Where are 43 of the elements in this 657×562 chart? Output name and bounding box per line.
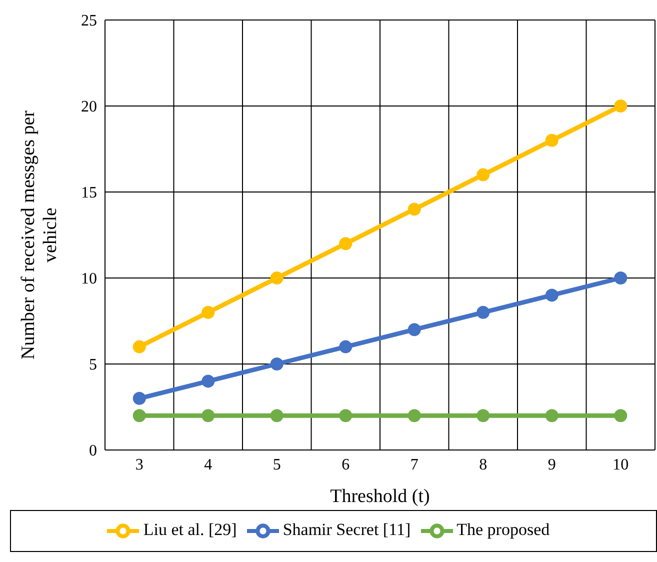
- point: [545, 134, 558, 147]
- point: [270, 272, 284, 284]
- y-tick-label: 20: [81, 98, 97, 116]
- point: [132, 392, 146, 405]
- point: [339, 237, 352, 250]
- point: [270, 358, 284, 370]
- x-tick-label: 5: [272, 456, 281, 474]
- point: [476, 168, 490, 182]
- point: [614, 272, 628, 284]
- x-tick-label: 8: [479, 456, 488, 474]
- x-tick-label: 9: [548, 456, 556, 474]
- point: [476, 409, 490, 422]
- point: [545, 288, 558, 302]
- point: [270, 409, 284, 422]
- point: [408, 323, 421, 336]
- point: [408, 409, 421, 422]
- point: [202, 374, 215, 388]
- point: [476, 306, 490, 319]
- y-tick-label: 5: [89, 356, 97, 374]
- y-axis-title: Number of received messges per vehicle: [18, 110, 61, 360]
- x-tick-label: 6: [342, 456, 350, 474]
- y-tick-label: 25: [81, 12, 97, 30]
- point: [545, 409, 558, 422]
- point: [614, 409, 628, 422]
- x-tick-label: 7: [410, 456, 418, 474]
- point: [132, 340, 146, 354]
- legend-label: Liu et al. [29]: [143, 520, 237, 539]
- point: [202, 306, 215, 319]
- y-tick-label: 0: [89, 442, 97, 460]
- point: [339, 340, 352, 354]
- legend-label: The proposed: [456, 520, 550, 539]
- point: [614, 100, 628, 112]
- y-tick-label: 10: [81, 270, 97, 288]
- legend-label: Shamir Secret [11]: [282, 520, 411, 539]
- point: [132, 409, 146, 422]
- point: [408, 202, 421, 216]
- x-tick-label: 10: [612, 456, 629, 474]
- y-tick-label: 15: [81, 184, 97, 202]
- x-axis-title: Threshold (t): [330, 486, 430, 507]
- x-tick-label: 4: [204, 456, 212, 474]
- point: [202, 409, 215, 422]
- point: [339, 409, 352, 422]
- x-tick-label: 3: [135, 456, 144, 474]
